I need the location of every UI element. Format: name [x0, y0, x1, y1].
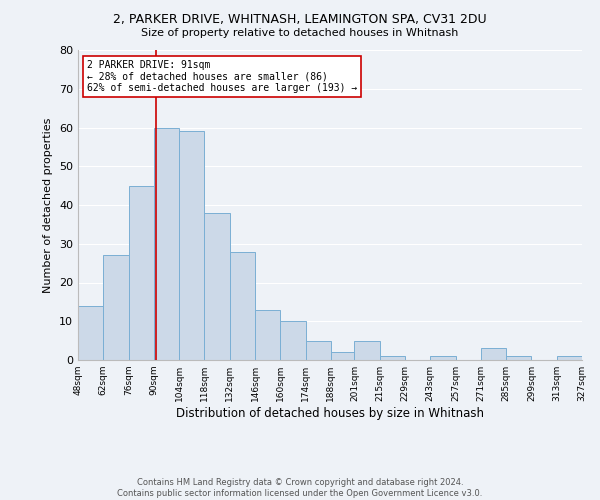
Bar — [280, 322, 305, 360]
Bar — [179, 132, 205, 360]
Bar — [230, 252, 255, 360]
Bar — [205, 213, 230, 360]
Bar — [305, 340, 331, 360]
Y-axis label: Number of detached properties: Number of detached properties — [43, 118, 53, 292]
Bar — [481, 348, 506, 360]
Bar — [557, 356, 582, 360]
Text: Contains HM Land Registry data © Crown copyright and database right 2024.
Contai: Contains HM Land Registry data © Crown c… — [118, 478, 482, 498]
Text: 2, PARKER DRIVE, WHITNASH, LEAMINGTON SPA, CV31 2DU: 2, PARKER DRIVE, WHITNASH, LEAMINGTON SP… — [113, 12, 487, 26]
X-axis label: Distribution of detached houses by size in Whitnash: Distribution of detached houses by size … — [176, 407, 484, 420]
Bar — [506, 356, 532, 360]
Text: 2 PARKER DRIVE: 91sqm
← 28% of detached houses are smaller (86)
62% of semi-deta: 2 PARKER DRIVE: 91sqm ← 28% of detached … — [87, 60, 357, 93]
Bar — [78, 306, 103, 360]
Bar — [331, 352, 355, 360]
Bar — [380, 356, 405, 360]
Text: Size of property relative to detached houses in Whitnash: Size of property relative to detached ho… — [142, 28, 458, 38]
Bar — [154, 128, 179, 360]
Bar — [103, 256, 128, 360]
Bar — [128, 186, 154, 360]
Bar — [430, 356, 455, 360]
Bar — [355, 340, 380, 360]
Bar — [255, 310, 280, 360]
